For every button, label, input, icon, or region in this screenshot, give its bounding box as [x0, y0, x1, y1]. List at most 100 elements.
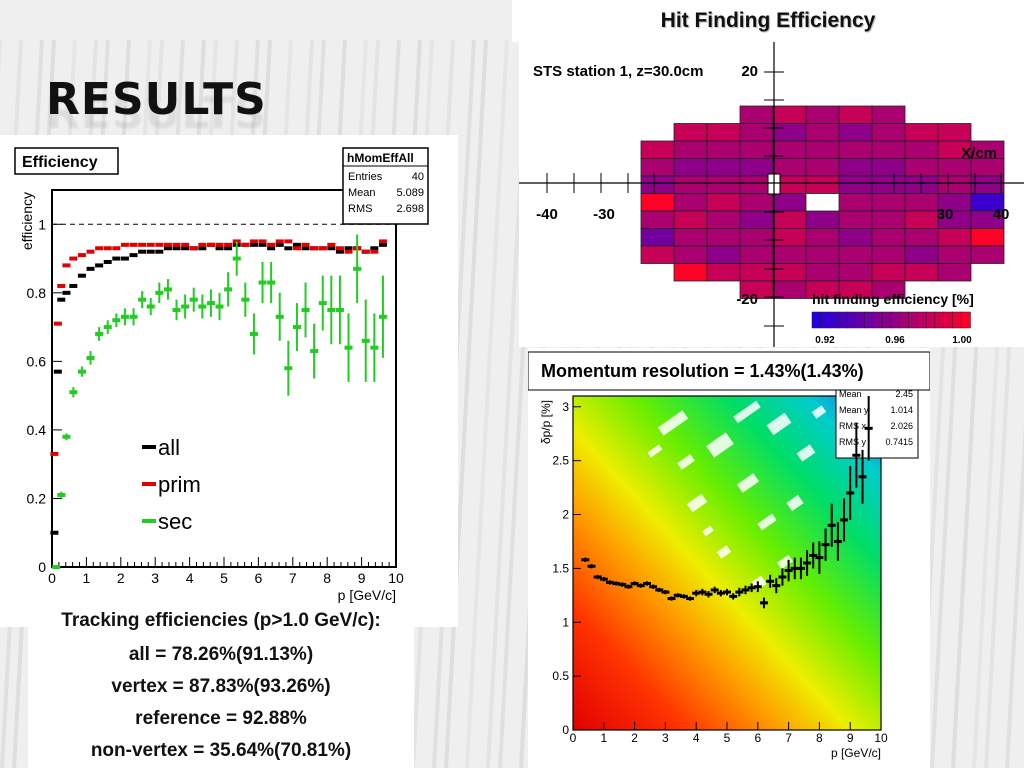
- data-point-all: [258, 242, 267, 247]
- profile-point: [766, 579, 775, 583]
- data-point-all: [112, 256, 121, 261]
- data-point-sec: [215, 304, 224, 309]
- profile-point: [655, 588, 664, 592]
- y-tick-label: 2.5: [552, 454, 569, 468]
- heatmap-cell: [640, 140, 675, 159]
- data-point-prim: [258, 239, 267, 244]
- colorbar-cell: [908, 311, 919, 329]
- data-point-sec: [69, 390, 78, 395]
- colorbar-tick-label: 0.96: [885, 335, 905, 346]
- heatmap-cell: [904, 123, 939, 142]
- x-tick-label: 1: [83, 570, 91, 586]
- x-tick-label: 4: [186, 570, 194, 586]
- profile-point: [667, 597, 676, 601]
- data-point-sec: [86, 355, 95, 360]
- x-tick-label: 0: [48, 570, 56, 586]
- data-point-prim: [62, 263, 71, 268]
- heatmap-cell: [673, 140, 708, 159]
- heatmap-cell: [904, 210, 939, 229]
- x-tick-label: 10: [388, 570, 404, 586]
- heatmap-cell: [673, 210, 708, 229]
- x-tick-label: 7: [289, 570, 297, 586]
- data-point-prim: [301, 242, 310, 247]
- data-point-sec: [232, 256, 241, 261]
- y-tick-label: 1.5: [552, 561, 569, 575]
- x-tick-label: 9: [847, 731, 854, 745]
- profile-point: [642, 581, 651, 585]
- data-point-sec: [258, 280, 267, 285]
- x-tick-label: -40: [536, 206, 558, 223]
- profile-point: [803, 561, 812, 565]
- data-point-prim: [172, 242, 181, 247]
- data-point-all: [275, 242, 284, 247]
- heatmap-cell: [904, 140, 939, 159]
- data-point-prim: [241, 242, 250, 247]
- histogram-gap: [786, 494, 804, 512]
- stats-label: Mean y: [839, 405, 869, 415]
- data-point-prim: [86, 249, 95, 254]
- heatmap-cell: [706, 158, 741, 177]
- data-point-prim: [77, 253, 86, 258]
- legend-marker-all: [142, 445, 156, 449]
- profile-point: [587, 564, 596, 568]
- colorbar-cell: [960, 311, 971, 329]
- data-point-sec: [301, 307, 310, 312]
- heatmap-cell: [805, 123, 840, 142]
- data-point-prim: [215, 242, 224, 247]
- data-point-sec: [146, 304, 155, 309]
- data-point-all: [95, 263, 104, 268]
- histogram-gap: [766, 412, 792, 436]
- y-tick-label: 2: [562, 508, 569, 522]
- data-point-all: [120, 256, 129, 261]
- colorbar-cell: [864, 311, 875, 329]
- summary-line-reference: reference = 92.88%: [135, 708, 307, 729]
- profile-point: [833, 539, 842, 543]
- heatmap-cell: [673, 123, 708, 142]
- profile-point: [593, 575, 602, 579]
- profile-point: [778, 575, 787, 579]
- heatmap-cell: [805, 140, 840, 159]
- data-point-all: [370, 246, 379, 251]
- data-point-prim: [53, 321, 62, 326]
- histogram-gap: [657, 410, 689, 436]
- data-point-all: [163, 246, 172, 251]
- profile-point: [618, 583, 627, 587]
- data-point-sec: [249, 331, 258, 336]
- stats-value: 1.014: [890, 405, 913, 415]
- profile-point: [692, 591, 701, 595]
- data-point-all: [86, 266, 95, 271]
- heatmap-cell: [673, 245, 708, 264]
- profile-point: [821, 543, 830, 547]
- heatmap-cell: [838, 228, 873, 247]
- stats-value: 2.45: [895, 389, 913, 399]
- heatmap-cell: [772, 245, 807, 264]
- y-tick-label: 1: [38, 216, 46, 232]
- heatmap-cell: [937, 123, 972, 142]
- data-point-sec: [163, 287, 172, 292]
- heatmap-cell: [904, 263, 939, 282]
- hit-finding-title: Hit Finding Efficiency: [660, 9, 876, 32]
- heatmap-cell: [739, 193, 774, 212]
- summary-line-non-vertex: non-vertex = 35.64%(70.81%): [90, 740, 352, 761]
- profile-point: [716, 591, 725, 595]
- heatmap-cell: [772, 280, 807, 299]
- data-point-prim: [267, 242, 276, 247]
- heatmap-cell: [970, 245, 1005, 264]
- profile-point: [605, 580, 614, 584]
- colorbar-cell: [952, 311, 962, 329]
- background-stripe: [1005, 422, 1024, 768]
- data-point-all: [327, 246, 336, 251]
- data-point-sec: [198, 304, 207, 309]
- data-point-sec: [267, 280, 276, 285]
- profile-point: [784, 569, 793, 573]
- data-point-prim: [181, 242, 190, 247]
- data-point-all: [129, 253, 138, 258]
- data-point-sec: [335, 307, 344, 312]
- profile-point: [815, 556, 824, 560]
- stats-value: 40: [412, 171, 424, 183]
- heatmap-cell: [772, 210, 807, 229]
- data-point-prim: [57, 283, 66, 288]
- heatmap-cell: [937, 228, 972, 247]
- heatmap-cell: [871, 210, 906, 229]
